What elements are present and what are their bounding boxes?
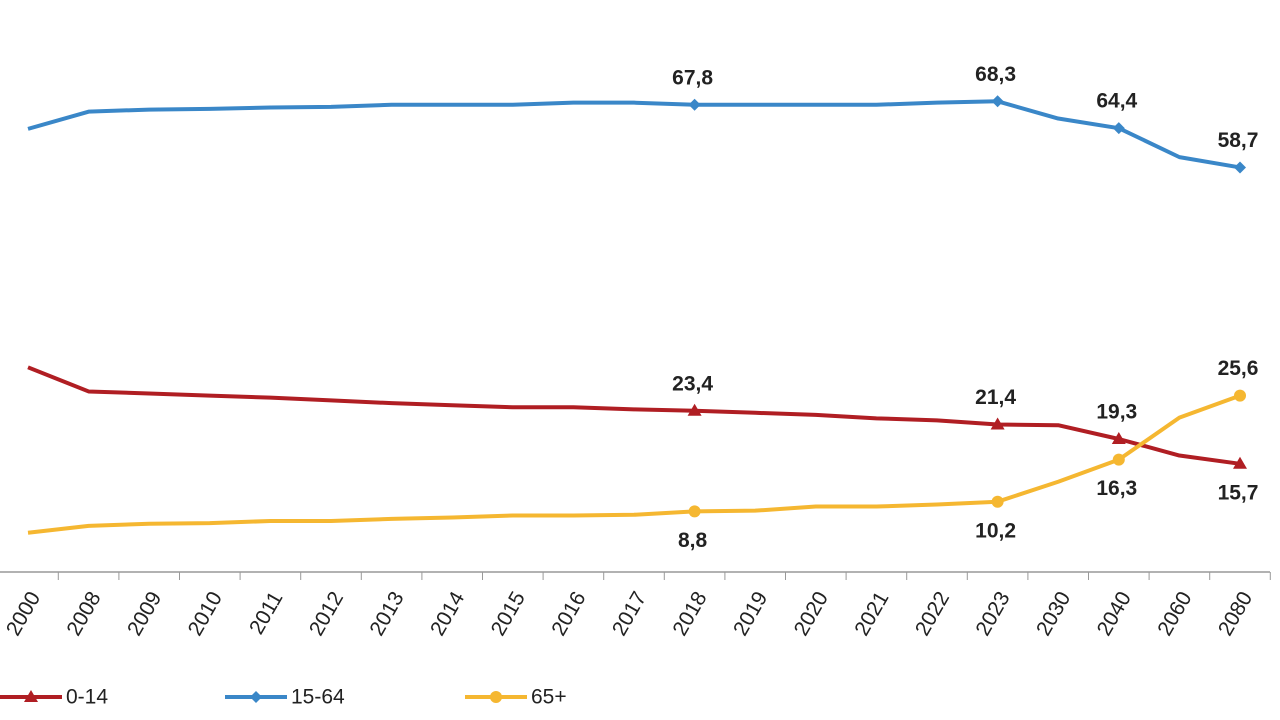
marker — [1234, 161, 1246, 174]
x-tick-label: 2017 — [608, 588, 651, 640]
data-label: 58,7 — [1218, 129, 1259, 152]
series: 23,4 21,4 19,3 15,7 — [27, 365, 1259, 504]
data-label: 64,4 — [1096, 90, 1137, 113]
marker — [1233, 456, 1247, 469]
x-tick-label: 2030 — [1032, 588, 1075, 640]
legend-item: 15-64 — [225, 686, 345, 709]
legend-marker — [24, 690, 38, 702]
x-tick-label: 2012 — [305, 588, 348, 640]
x-tick-label: 2080 — [1214, 588, 1257, 640]
marker — [688, 98, 701, 111]
legend-marker — [490, 691, 502, 703]
data-label: 10,2 — [975, 519, 1016, 542]
marker — [1234, 389, 1246, 402]
x-tick-label: 2014 — [426, 587, 469, 639]
x-tick-label: 2016 — [547, 588, 590, 640]
series: 8,8 10,2 16,3 25,6 — [27, 357, 1259, 552]
series-line — [27, 365, 1241, 466]
series: 67,8 68,3 64,4 58,7 — [27, 63, 1259, 174]
x-tick-label: 2015 — [487, 588, 530, 640]
x-tick-label: 2013 — [365, 588, 408, 640]
x-tick-label: 2040 — [1093, 588, 1136, 640]
x-tick-label: 2010 — [184, 588, 227, 640]
marker — [1112, 453, 1125, 466]
data-label: 21,4 — [975, 386, 1016, 409]
legend-item: 0-14 — [0, 686, 108, 709]
marker — [1111, 431, 1126, 444]
legend-item: 65+ — [465, 686, 567, 709]
data-label: 25,6 — [1218, 357, 1259, 380]
marker — [688, 505, 701, 518]
x-tick-label: 2009 — [123, 588, 166, 640]
legend-label: 15-64 — [291, 686, 345, 709]
data-label: 23,4 — [672, 372, 713, 395]
data-label: 19,3 — [1096, 401, 1137, 424]
x-tick-label: 2023 — [971, 588, 1014, 640]
x-tick-label: 2060 — [1153, 588, 1196, 640]
data-label: 67,8 — [672, 66, 713, 89]
data-label: 15,7 — [1218, 481, 1259, 504]
data-label: 8,8 — [678, 529, 708, 552]
x-tick-label: 2018 — [668, 588, 711, 640]
x-tick-label: 2011 — [245, 588, 288, 639]
x-tick-label: 2008 — [62, 588, 105, 640]
x-tick-label: 2019 — [729, 588, 772, 640]
x-tick-label: 2000 — [2, 588, 45, 640]
marker — [991, 95, 1004, 108]
legend-label: 0-14 — [66, 686, 108, 709]
x-tick-label: 2021 — [850, 588, 893, 640]
series-line — [27, 393, 1241, 535]
marker — [991, 495, 1004, 508]
legend-label: 65+ — [531, 686, 567, 709]
legend-marker — [250, 691, 262, 703]
x-tick-label: 2020 — [790, 588, 833, 640]
series-line — [27, 99, 1241, 170]
marker — [687, 403, 702, 416]
x-tick-label: 2022 — [911, 588, 954, 640]
data-label: 68,3 — [975, 63, 1016, 86]
marker — [1112, 122, 1125, 135]
data-label: 16,3 — [1096, 477, 1137, 500]
marker — [990, 417, 1005, 430]
